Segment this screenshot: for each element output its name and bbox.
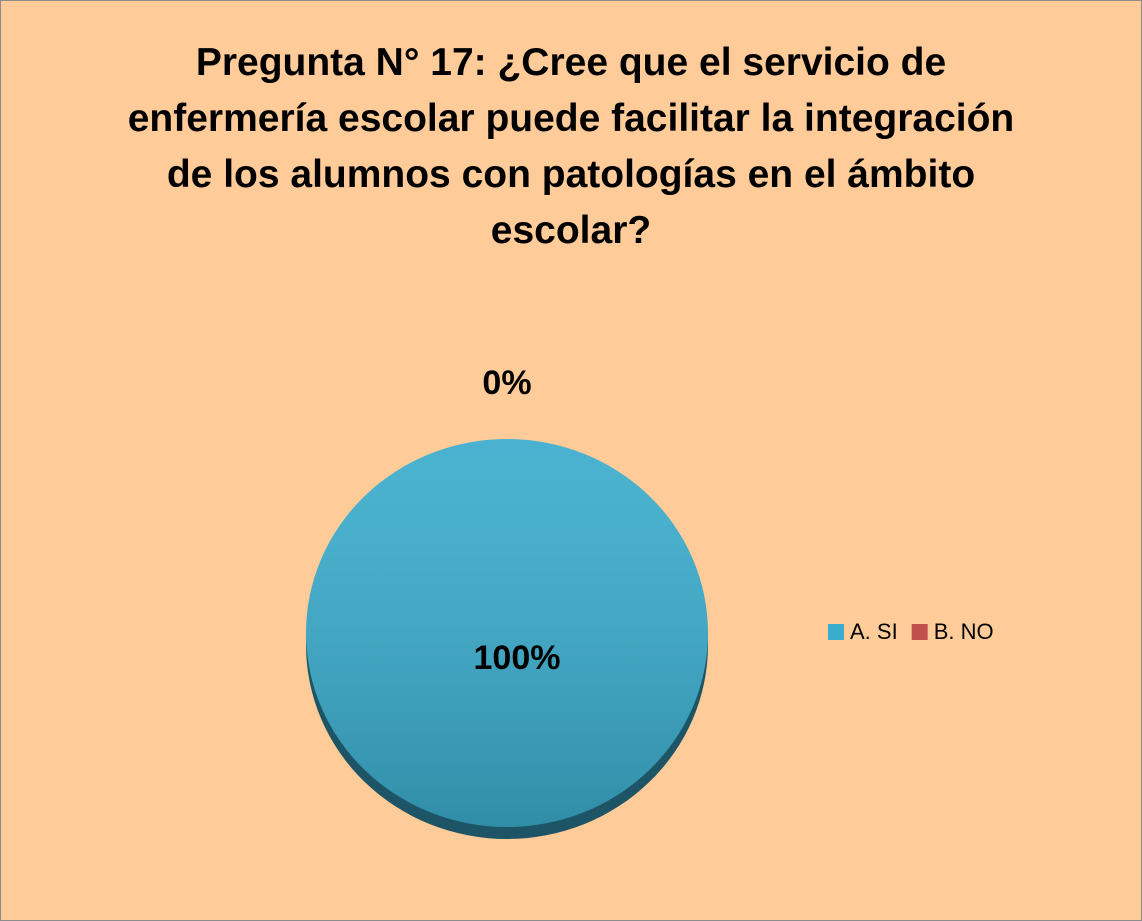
legend-swatch	[828, 624, 844, 640]
legend-swatch	[911, 624, 928, 640]
data-label: 100%	[474, 639, 561, 677]
legend-label: A. SI	[850, 619, 898, 644]
chart-title: Pregunta N° 17: ¿Cree que el servicio de…	[127, 41, 1015, 252]
data-label: 0%	[482, 364, 531, 402]
legend-label: B. NO	[934, 619, 994, 644]
pie-shade	[306, 439, 708, 827]
